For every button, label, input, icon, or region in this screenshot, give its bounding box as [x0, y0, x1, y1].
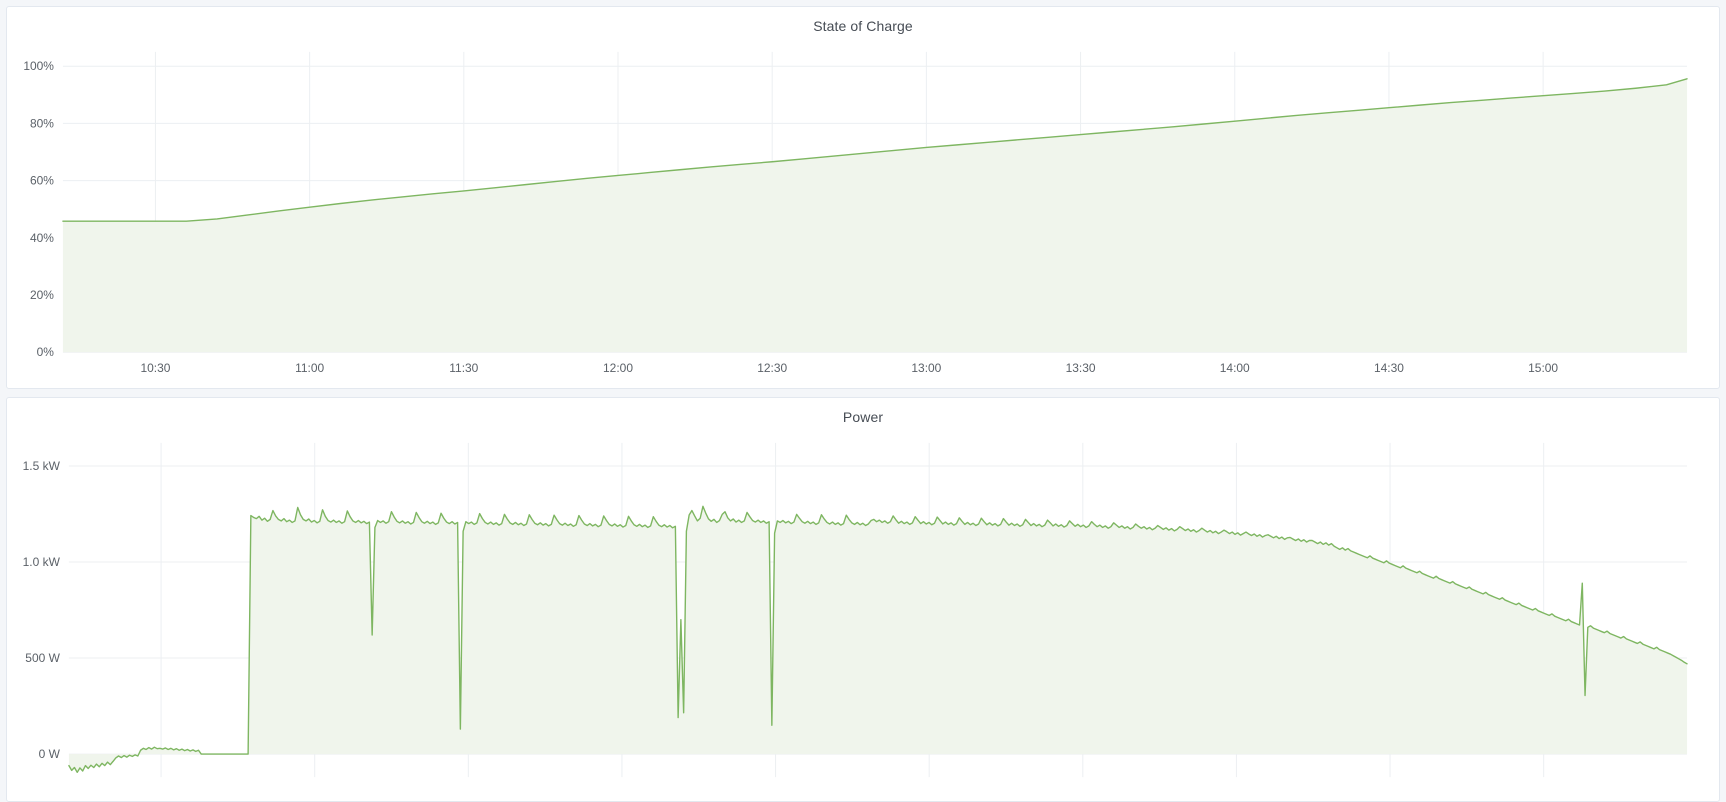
x-axis-tick-label: 12:00: [603, 361, 633, 375]
panel-power: Power 0 W 500 W 1.0 kW 1.5 kW: [6, 397, 1720, 802]
y-axis-tick-label: 20%: [30, 288, 54, 302]
y-axis-tick-label: 80%: [30, 116, 54, 130]
y-axis-tick-label: 60%: [30, 174, 54, 188]
x-axis-tick-label: 11:30: [449, 361, 478, 375]
panel-state-of-charge: State of Charge 0% 20% 40% 60% 80% 100% 10:30 1…: [6, 6, 1720, 389]
chart-svg-state-of-charge[interactable]: 0% 20% 40% 60% 80% 100% 10:30 11:00 11:30 12:00 12…: [7, 40, 1719, 388]
series-area-fill: [62, 78, 1688, 353]
x-axis-tick-label: 14:30: [1374, 361, 1404, 375]
y-axis-tick-label: 0 W: [39, 747, 61, 761]
x-axis-tick-label: 13:30: [1066, 361, 1096, 375]
y-axis-tick-label: 1.0 kW: [23, 555, 61, 569]
panel-title-power: Power: [842, 409, 884, 425]
series-line[interactable]: [62, 78, 1688, 222]
x-axis-tick-label: 12:30: [757, 361, 787, 375]
chart-area-state-of-charge[interactable]: 0% 20% 40% 60% 80% 100% 10:30 11:00 11:30 12:00 12…: [7, 40, 1719, 388]
panel-title-state-of-charge: State of Charge: [813, 18, 913, 34]
x-axis-tick-label: 10:30: [140, 361, 170, 375]
series-area-fill: [68, 506, 1688, 773]
x-axis-tick-label: 14:00: [1220, 361, 1250, 375]
series-line[interactable]: [68, 505, 1688, 774]
y-axis-tick-label: 0%: [37, 345, 55, 359]
x-axis-tick-label: 15:00: [1528, 361, 1558, 375]
x-axis-tick-label: 11:00: [295, 361, 324, 375]
x-axis-tick-label: 13:00: [911, 361, 941, 375]
chart-area-power[interactable]: 0 W 500 W 1.0 kW 1.5 kW: [7, 431, 1719, 801]
y-axis-tick-label: 100%: [23, 59, 54, 73]
chart-svg-power[interactable]: 0 W 500 W 1.0 kW 1.5 kW: [7, 431, 1719, 801]
y-axis-tick-label: 40%: [30, 231, 54, 245]
y-axis-tick-label: 500 W: [25, 651, 60, 665]
y-axis-tick-label: 1.5 kW: [23, 459, 61, 473]
